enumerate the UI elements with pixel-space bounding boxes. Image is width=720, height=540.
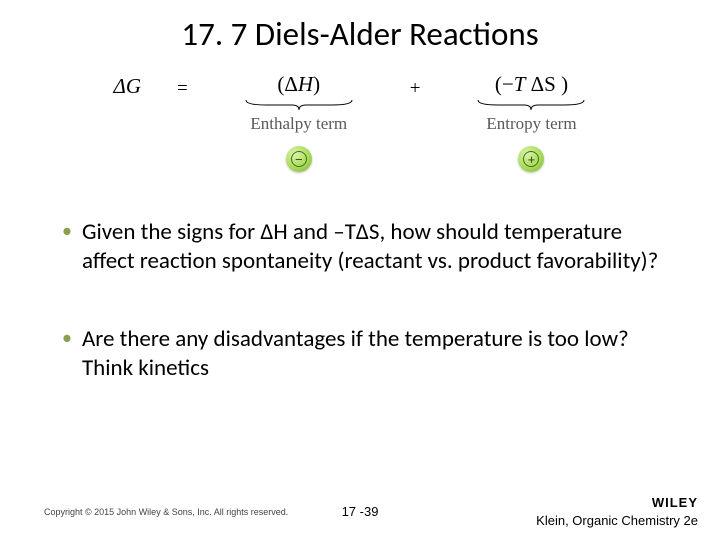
enthalpy-expression: (ΔH) <box>277 72 320 97</box>
footer-right: WILEY Klein, Organic Chemistry 2e <box>536 495 698 528</box>
gibbs-equation: ΔG = (ΔH) Enthalpy term − + (−T ΔS ) Ent… <box>0 72 720 172</box>
bullet-icon: • <box>62 218 72 244</box>
plus-badge-icon: + <box>518 146 544 172</box>
brace-icon <box>244 98 354 112</box>
minus-badge-icon: − <box>286 146 312 172</box>
enthalpy-term: (ΔH) Enthalpy term − <box>224 72 374 172</box>
bullet-icon: • <box>62 325 72 351</box>
bullet-text: Are there any disadvantages if the tempe… <box>82 325 672 384</box>
plus-sign: + <box>410 76 421 100</box>
entropy-term: (−T ΔS ) Entropy term + <box>456 72 606 172</box>
list-item: • Are there any disadvantages if the tem… <box>62 325 672 384</box>
book-reference: Klein, Organic Chemistry 2e <box>536 513 698 528</box>
equals-sign: = <box>177 76 188 100</box>
bullet-text: Given the signs for ΔH and –TΔS, how sho… <box>82 218 672 277</box>
delta-g: ΔG <box>114 74 142 99</box>
page-number: 17 -39 <box>342 504 379 519</box>
plus-sign-inner: + <box>523 151 539 167</box>
copyright-text: Copyright © 2015 John Wiley & Sons, Inc.… <box>44 507 288 517</box>
bullet-list: • Given the signs for ΔH and –TΔS, how s… <box>0 218 720 384</box>
entropy-expression: (−T ΔS ) <box>495 72 568 97</box>
wiley-logo: WILEY <box>652 495 698 510</box>
entropy-label: Entropy term <box>486 114 576 134</box>
brace-icon <box>476 98 586 112</box>
list-item: • Given the signs for ΔH and –TΔS, how s… <box>62 218 672 277</box>
enthalpy-label: Enthalpy term <box>250 114 347 134</box>
minus-sign: − <box>291 151 307 167</box>
slide-title: 17. 7 Diels-Alder Reactions <box>0 0 720 54</box>
slide-footer: Copyright © 2015 John Wiley & Sons, Inc.… <box>0 495 720 528</box>
